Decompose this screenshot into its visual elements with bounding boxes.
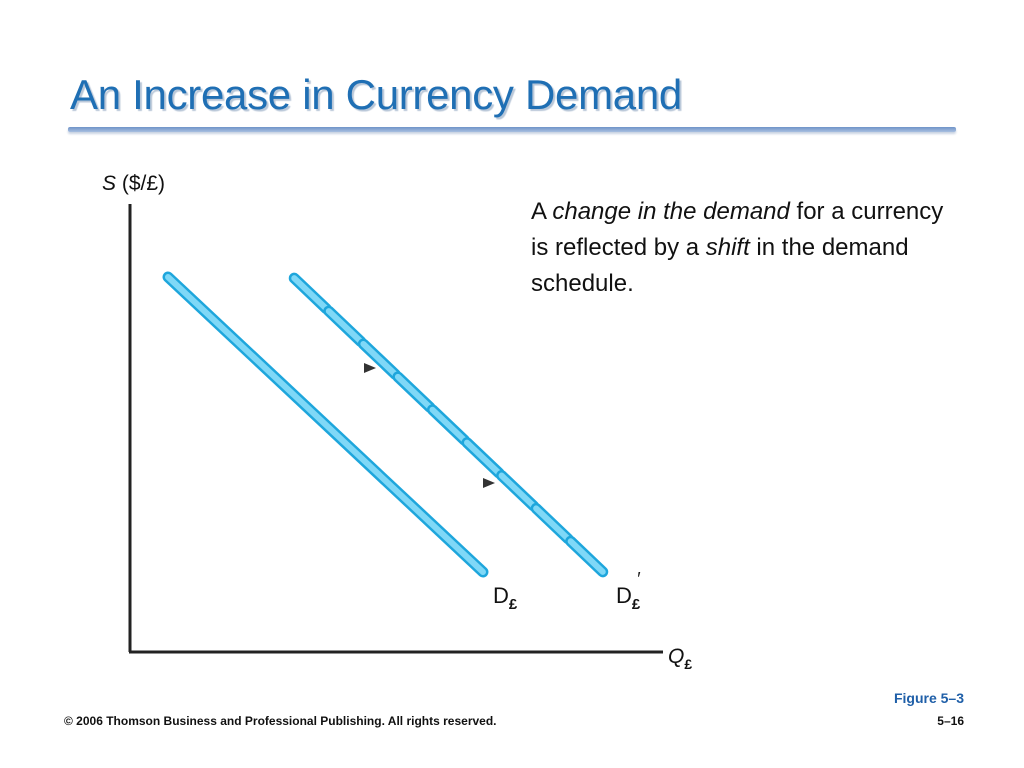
shifted-curve-segment — [394, 373, 433, 411]
shifted-curve-segment — [464, 439, 503, 477]
slide-title: An Increase in Currency Demand — [70, 71, 682, 118]
y-axis-label: S ($/£) — [102, 172, 165, 195]
curve-label-shifted: D£′ — [616, 569, 641, 613]
shift-arrow-upper — [276, 363, 376, 373]
shifted-curve-segment — [429, 406, 468, 444]
slide-body-text: A change in the demand for a currency is… — [531, 198, 944, 297]
copyright-footer: © 2006 Thomson Business and Professional… — [64, 714, 497, 728]
x-axis-label: Q£ — [668, 645, 692, 672]
title-underline — [68, 127, 956, 132]
shift-arrow-lower — [398, 478, 495, 488]
shifted-curve-segment — [533, 505, 572, 542]
curve-label-original: D£ — [493, 583, 518, 613]
shifted-curve-segment — [360, 340, 399, 378]
figure-label: Figure 5–3 — [893, 690, 964, 706]
demand-curve-original — [162, 271, 489, 578]
shifted-curve-segment — [567, 538, 606, 575]
page-number: 5–16 — [937, 714, 964, 728]
shifted-curve-segment — [325, 308, 364, 345]
shifted-curve-segment — [498, 472, 537, 510]
demand-curve-shifted — [288, 272, 609, 578]
shifted-curve-segment — [291, 275, 330, 312]
